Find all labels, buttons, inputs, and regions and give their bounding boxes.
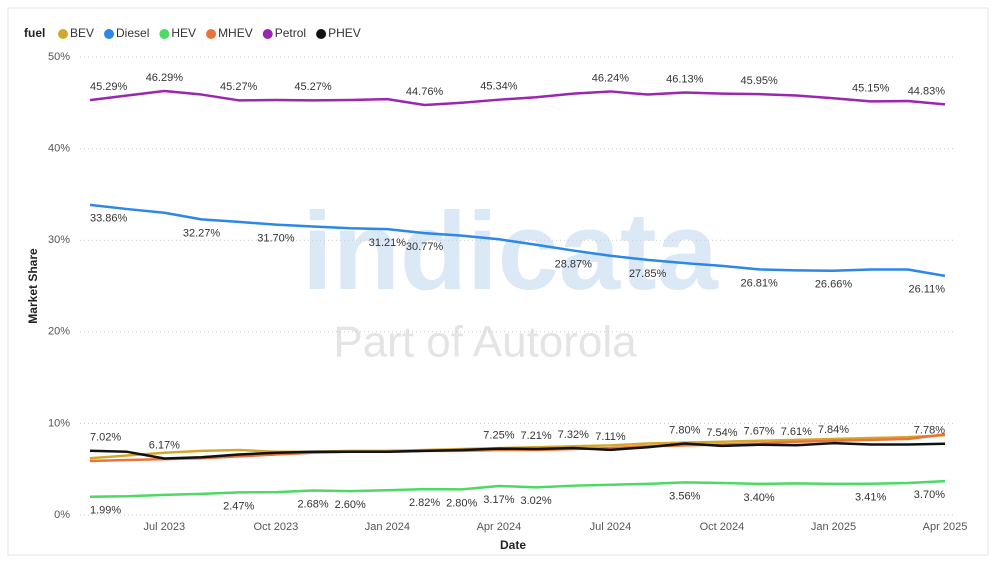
data-label: 46.24%: [592, 72, 630, 84]
legend-marker: [316, 29, 327, 39]
x-tick-label: Apr 2024: [477, 521, 522, 533]
data-label: 7.32%: [558, 429, 589, 441]
data-label: 3.56%: [669, 490, 700, 502]
data-label: 45.27%: [294, 81, 332, 93]
x-tick-label: Oct 2024: [700, 521, 745, 533]
data-label: 30.77%: [406, 241, 444, 253]
data-label: 2.80%: [446, 497, 477, 509]
data-label: 3.70%: [914, 489, 945, 501]
x-axis-title: Date: [500, 538, 526, 552]
x-tick-label: Jan 2025: [811, 521, 856, 533]
data-label: 32.27%: [183, 227, 221, 239]
legend-marker: [159, 29, 170, 39]
legend-label: HEV: [171, 26, 196, 40]
legend-label: MHEV: [218, 26, 253, 40]
x-tick-label: Jul 2024: [590, 521, 632, 533]
data-label: 26.11%: [909, 284, 946, 296]
data-label: 26.81%: [740, 277, 778, 289]
watermark: indicata: [302, 190, 718, 313]
legend-title: fuel: [24, 26, 45, 40]
series-line: [89, 203, 946, 278]
legend-label: Petrol: [275, 26, 306, 40]
data-label: 45.29%: [90, 81, 128, 93]
x-tick-label: Apr 2025: [923, 521, 968, 533]
data-label: 2.47%: [223, 500, 254, 512]
data-label: 44.76%: [406, 86, 444, 98]
data-label: 3.41%: [855, 492, 886, 504]
data-label: 3.40%: [744, 492, 775, 504]
y-axis-title: Market Share: [26, 248, 40, 324]
data-label: 44.83%: [908, 85, 946, 97]
legend-label: BEV: [70, 26, 94, 40]
data-label: 7.11%: [595, 431, 626, 443]
data-label: 1.99%: [90, 505, 121, 517]
y-tick-label: 40%: [48, 143, 70, 155]
data-label: 28.87%: [555, 258, 593, 270]
data-label: 2.68%: [297, 498, 328, 510]
y-tick-label: 0%: [54, 509, 70, 521]
legend-marker: [104, 29, 115, 39]
watermark: Part of Autorola: [333, 318, 637, 367]
data-label: 45.34%: [480, 81, 518, 93]
x-tick-label: Jul 2023: [144, 521, 186, 533]
data-label: 45.27%: [220, 81, 258, 93]
data-label: 7.54%: [706, 427, 737, 439]
y-tick-label: 20%: [48, 326, 70, 338]
data-label: 7.67%: [744, 426, 775, 438]
series-line: [89, 479, 946, 499]
data-label: 7.78%: [914, 425, 945, 437]
data-label: 7.84%: [818, 424, 849, 436]
data-label: 45.95%: [740, 75, 778, 87]
data-label: 2.82%: [409, 497, 440, 509]
data-label: 46.29%: [146, 72, 184, 84]
data-label: 7.21%: [520, 430, 551, 442]
y-tick-label: 30%: [48, 234, 70, 246]
legend-marker: [58, 29, 68, 39]
data-label: 6.17%: [149, 439, 180, 451]
data-label: 45.15%: [852, 82, 890, 94]
series-line: [89, 441, 946, 460]
data-label: 3.02%: [520, 495, 551, 507]
legend-label: PHEV: [328, 26, 361, 40]
y-tick-label: 50%: [48, 51, 70, 63]
data-label: 7.80%: [669, 424, 700, 436]
data-label: 31.70%: [257, 233, 295, 245]
legend-marker: [262, 29, 273, 39]
data-label: 3.17%: [483, 494, 514, 506]
legend-marker: [206, 29, 217, 39]
data-label: 7.25%: [483, 429, 514, 441]
data-label: 26.66%: [815, 279, 853, 291]
data-label: 2.60%: [335, 499, 366, 511]
data-label: 7.02%: [90, 432, 121, 444]
data-label: 33.86%: [90, 213, 128, 225]
legend-label: Diesel: [116, 26, 149, 40]
data-label: 27.85%: [629, 268, 667, 280]
y-tick-label: 10%: [48, 417, 70, 429]
data-label: 7.61%: [781, 426, 812, 438]
x-tick-label: Oct 2023: [254, 521, 299, 533]
data-label: 31.21%: [369, 237, 407, 249]
series-line: [89, 89, 946, 107]
x-tick-label: Jan 2024: [365, 521, 410, 533]
data-label: 46.13%: [666, 73, 704, 85]
